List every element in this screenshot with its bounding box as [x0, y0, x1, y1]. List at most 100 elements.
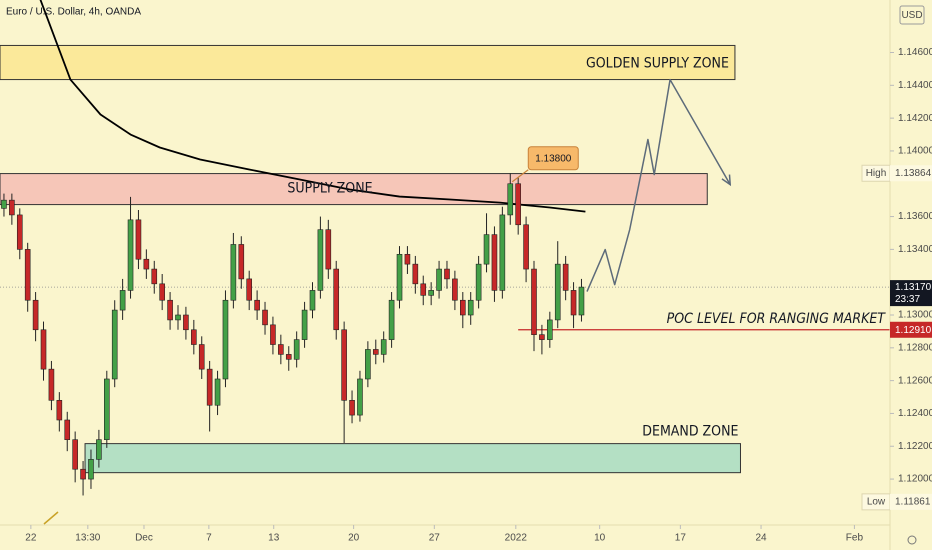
- x-tick-label: 20: [348, 533, 360, 544]
- candle-body: [198, 344, 205, 370]
- candle-body: [539, 334, 545, 340]
- candle-body: [554, 263, 561, 321]
- candle-body: [459, 299, 466, 316]
- candle-body: [325, 229, 332, 270]
- low-price-label: 1.11861: [895, 497, 931, 508]
- candle-body: [214, 378, 221, 406]
- zone: [0, 44, 736, 81]
- x-tick-label: Feb: [846, 533, 864, 544]
- candle-body: [48, 368, 55, 401]
- candle-body: [380, 339, 387, 355]
- y-tick-label: 1.14000: [898, 146, 932, 157]
- candle-body: [206, 368, 213, 406]
- axes: 1.14600 1.14400 1.14200 1.14000 1.13600 1.134…: [25, 47, 932, 544]
- y-tick-label: 1.14600: [898, 47, 932, 58]
- last-price-box: [890, 280, 932, 307]
- y-tick-label: 1.13000: [898, 310, 932, 321]
- candle-body: [167, 299, 173, 321]
- high-name: High: [866, 168, 887, 179]
- candle-body: [278, 344, 284, 355]
- candle-body: [88, 459, 94, 480]
- x-tick-label: 7: [206, 533, 212, 544]
- candle-body: [64, 419, 71, 440]
- candle-body: [254, 299, 260, 311]
- candle-body: [562, 263, 569, 291]
- candle-body: [547, 319, 553, 340]
- y-tick-label: 1.13400: [898, 244, 932, 255]
- candle-body: [96, 439, 102, 460]
- candle-body: [183, 314, 189, 331]
- candle-body: [507, 183, 514, 216]
- currency: USD: [901, 10, 922, 21]
- candle-body: [246, 278, 252, 301]
- candle-body: [365, 349, 371, 380]
- poc-price-box: [890, 321, 932, 338]
- candle-body: [222, 299, 229, 380]
- candle-body: [570, 290, 577, 316]
- candle-body: [341, 329, 347, 401]
- candle-body: [436, 268, 442, 291]
- candle-body: [16, 214, 23, 250]
- candle-body: [80, 468, 86, 480]
- zone-label: SUPPLY ZONE: [287, 181, 372, 197]
- candle-body: [475, 263, 482, 301]
- projection-arrowhead: [721, 174, 732, 187]
- candle-body: [127, 219, 134, 291]
- settings-icon[interactable]: [907, 535, 917, 545]
- x-tick-label: 13:30: [75, 533, 100, 544]
- candle-body: [285, 354, 292, 360]
- candle-body: [531, 268, 537, 335]
- candle-body: [293, 339, 300, 360]
- low-price-box: [890, 493, 932, 510]
- x-tick-label: 2022: [505, 533, 528, 544]
- zone-label: GOLDEN SUPPLY ZONE: [586, 56, 729, 72]
- candle-body: [301, 309, 308, 340]
- candle-body: [159, 283, 165, 301]
- candle-body: [452, 278, 458, 301]
- candle-body: [523, 224, 529, 270]
- y-tick-label: 1.12600: [898, 375, 932, 386]
- candle-body: [515, 183, 521, 226]
- x-tick-label: 27: [429, 533, 441, 544]
- candle-body: [32, 299, 39, 331]
- y-tick-label: 1.12200: [898, 441, 932, 452]
- moving-average: [39, 0, 586, 213]
- candle-body: [349, 400, 355, 416]
- candle-body: [111, 309, 118, 380]
- candle-body: [491, 234, 498, 291]
- last-price-label: 1.13170: [895, 282, 932, 293]
- countdown-label: 23:37: [895, 294, 920, 305]
- candle-body: [230, 244, 237, 301]
- y-tick-label: 1.13600: [898, 211, 932, 222]
- candle-body: [357, 378, 363, 416]
- candle-body: [428, 290, 434, 296]
- zones: [0, 44, 741, 474]
- candle-body: [420, 283, 427, 296]
- candle-body: [444, 268, 450, 280]
- low-name: Low: [867, 497, 886, 508]
- candle-body: [412, 263, 419, 285]
- candle-body: [72, 439, 78, 470]
- x-tick-label: 10: [594, 533, 606, 544]
- candle-body: [333, 268, 340, 331]
- poc-label: POC LEVEL FOR RANGING MARKET: [667, 311, 887, 327]
- tool-arrow: [43, 511, 59, 525]
- candle-body: [309, 290, 316, 311]
- lines: [0, 0, 890, 331]
- y-tick-label: 1.12800: [898, 342, 932, 353]
- candle-body: [40, 329, 47, 370]
- x-tick-label: 13: [268, 533, 280, 544]
- candle-body: [396, 253, 403, 301]
- candle-body: [1, 199, 7, 209]
- candle-body: [9, 199, 15, 216]
- callout-pointer: [511, 169, 529, 183]
- y-tick-label: 1.14400: [898, 80, 932, 91]
- candle-body: [119, 290, 126, 311]
- candle-body: [467, 299, 474, 316]
- high-price-label: 1.13864: [895, 168, 932, 179]
- chart-title: Euro / U.S. Dollar, 4h, OANDA: [6, 7, 141, 18]
- high-price-box: [890, 165, 932, 182]
- overlay: GOLDEN SUPPLY ZONE SUPPLY ZONE DEMAND ZONE…: [287, 56, 886, 440]
- currency-box[interactable]: [899, 5, 925, 25]
